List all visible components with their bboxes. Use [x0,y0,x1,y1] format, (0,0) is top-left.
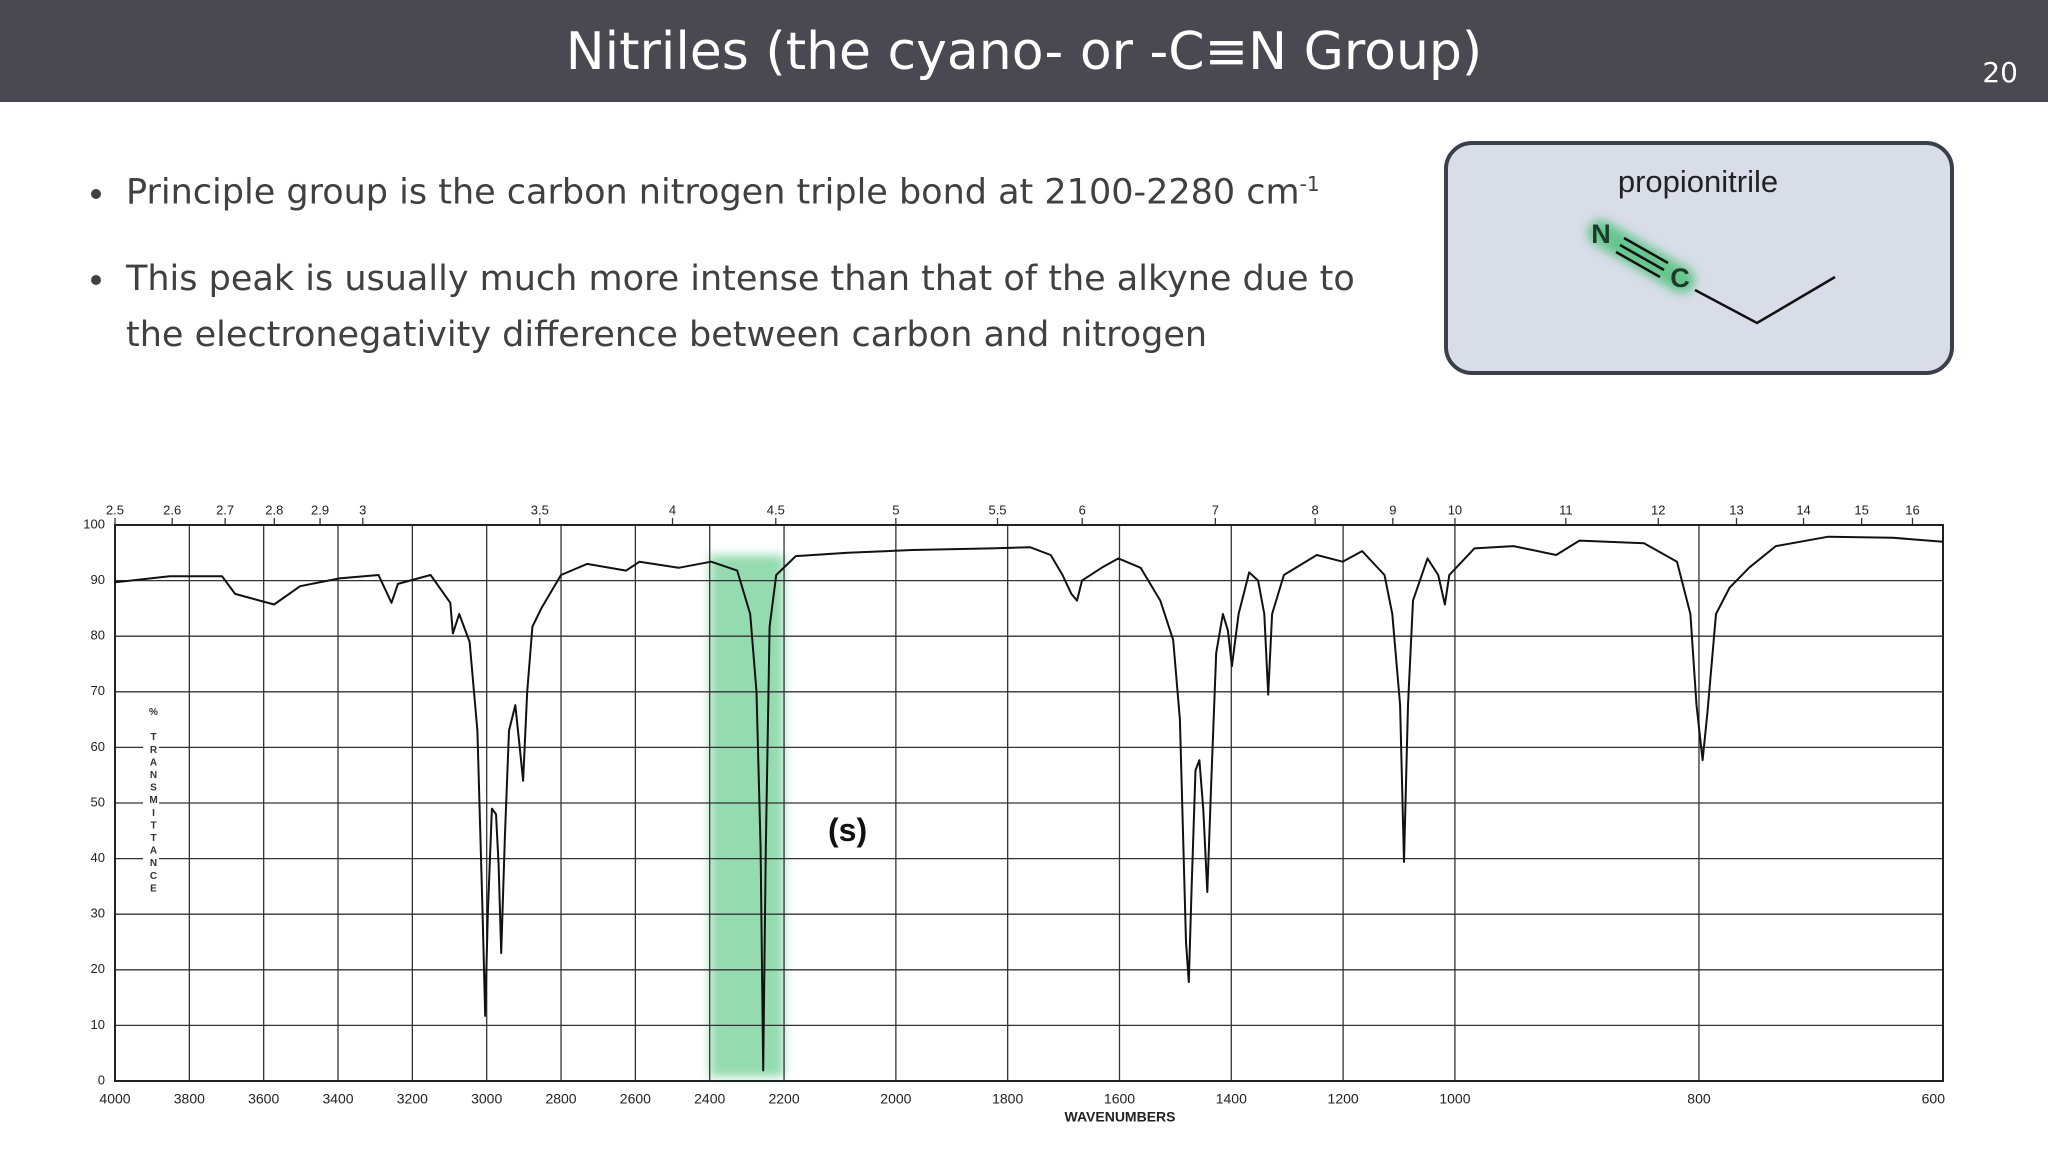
x2-tick-label: 2.6 [163,502,181,517]
y-tick-label: 0 [98,1072,105,1087]
bond [1619,243,1665,272]
y-tick-label: 90 [91,572,105,587]
atom-label: C [1670,263,1690,293]
atom-label: N [1591,219,1611,249]
x-tick-label: 2600 [620,1091,651,1107]
x2-tick-label: 3 [359,502,366,517]
page-number: 20 [1982,56,2018,89]
y-tick-label: 10 [91,1017,105,1032]
x2-tick-label: 5 [892,502,899,517]
x2-tick-label: 2.7 [216,502,234,517]
y-tick-label: 30 [91,906,105,921]
bond [1623,236,1669,265]
y-tick-label: 70 [91,683,105,698]
structure-name: propionitrile [1618,164,1778,199]
y-tick-label: 20 [91,961,105,976]
plot-frame [114,524,1944,1082]
highlight-band [709,555,785,1077]
x-tick-label: 3600 [248,1091,279,1107]
x2-tick-label: 2.5 [106,502,124,517]
y-tick-label: 60 [91,739,105,754]
x-tick-label: 1600 [1104,1091,1135,1107]
x2-tick-label: 15 [1854,502,1868,517]
x-tick-label: 1200 [1328,1091,1359,1107]
x-tick-label: 1400 [1216,1091,1247,1107]
x2-tick-label: 4 [669,502,676,517]
x2-tick-label: 14 [1796,502,1810,517]
x-tick-label: 2200 [768,1091,799,1107]
bullet-text: This peak is usually much more intense t… [126,258,1355,355]
x-tick-label: 2800 [545,1091,576,1107]
y-tick-label: 40 [91,850,105,865]
x2-tick-label: 6 [1079,502,1086,517]
x2-tick-label: 7 [1212,502,1219,517]
bullet: Principle group is the carbon nitrogen t… [118,156,1408,221]
x2-tick-label: 2.8 [265,502,283,517]
y-axis-label: % TRANSMITTANCE [143,707,159,896]
superscript: -1 [1299,172,1320,196]
bullet-list: Principle group is the carbon nitrogen t… [70,156,1408,393]
bullet: This peak is usually much more intense t… [118,251,1408,363]
y-tick-label: 50 [91,794,105,809]
box [1444,141,1954,375]
x2-tick-label: 2.9 [311,502,329,517]
x-tick-label: 1800 [992,1091,1023,1107]
x2-tick-label: 13 [1729,502,1743,517]
bond [1615,250,1661,279]
x-tick-label: 600 [1922,1091,1946,1107]
bond [1694,275,1836,325]
header-bar: Nitriles (the cyano- or -C≡N Group) 20 [0,0,2048,102]
x-tick-label: 3000 [471,1091,502,1107]
x-axis-label: WAVENUMBERS [1065,1109,1176,1125]
x2-tick-label: 5.5 [988,502,1006,517]
x-tick-label: 1000 [1439,1091,1470,1107]
x-tick-label: 2000 [880,1091,911,1107]
x-tick-label: 4000 [99,1091,130,1107]
x2-tick-label: 10 [1448,502,1462,517]
spectrum-line [114,535,1944,1072]
x-tick-label: 800 [1687,1091,1711,1107]
x2-tick-label: 3.5 [531,502,549,517]
x2-tick-label: 9 [1389,502,1396,517]
x2-tick-label: 11 [1559,502,1573,517]
x-tick-label: 3200 [397,1091,428,1107]
y-tick-label: 80 [91,628,105,643]
x2-tick-label: 12 [1651,502,1665,517]
x2-tick-label: 16 [1905,502,1919,517]
x2-tick-label: 8 [1312,502,1319,517]
bullet-text: Principle group is the carbon nitrogen t… [126,172,1300,213]
annotation: (s) [828,812,868,848]
x2-tick-label: 4.5 [767,502,785,517]
x-tick-label: 3800 [174,1091,205,1107]
structure-box: propionitrile N C [1444,141,1954,375]
x-tick-label: 3400 [322,1091,353,1107]
x-tick-label: 2400 [694,1091,725,1107]
slide-title: Nitriles (the cyano- or -C≡N Group) [565,22,1483,82]
y-tick-label: 100 [83,516,105,531]
